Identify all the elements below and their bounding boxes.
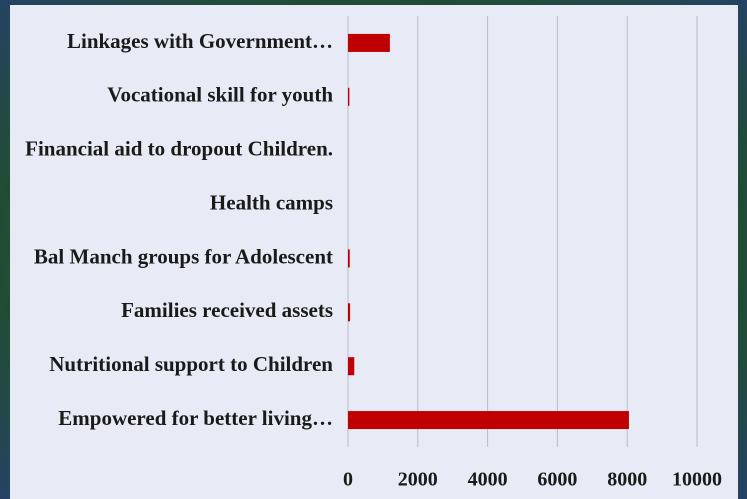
x-tick-label: 4000 — [468, 469, 508, 491]
x-tick-label: 0 — [343, 469, 353, 491]
bar — [348, 303, 351, 322]
bar — [348, 33, 390, 52]
y-tick-label: Nutritional support to Children — [49, 352, 333, 376]
x-tick-label: 10000 — [672, 469, 722, 491]
y-tick-label: Bal Manch groups for Adolescent — [34, 244, 333, 268]
bar — [348, 411, 629, 430]
y-tick-label: Health camps — [210, 190, 333, 214]
y-tick-label: Empowered for better living… — [58, 406, 333, 430]
bar — [348, 357, 355, 376]
y-tick-label: Financial aid to dropout Children. — [25, 137, 333, 161]
y-tick-label: Linkages with Government… — [67, 29, 333, 53]
y-tick-label: Families received assets — [121, 298, 333, 322]
bar — [348, 249, 350, 268]
x-tick-label: 8000 — [607, 469, 647, 491]
x-tick-label: 6000 — [537, 469, 577, 491]
x-tick-label: 2000 — [398, 469, 438, 491]
bar — [348, 87, 350, 106]
y-tick-label: Vocational skill for youth — [107, 83, 333, 107]
